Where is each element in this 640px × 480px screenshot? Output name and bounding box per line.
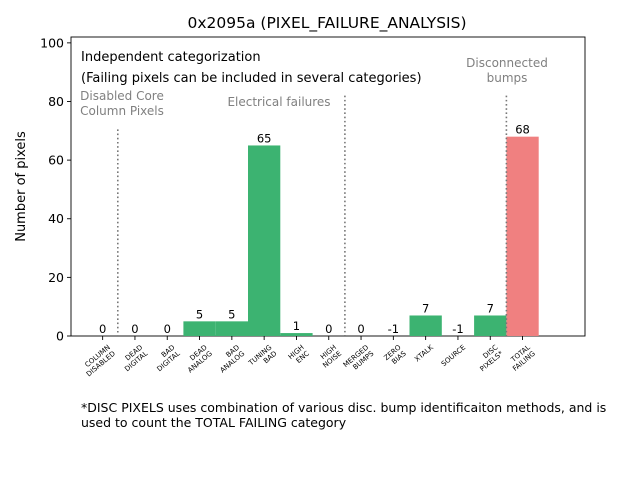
data-label: 65 <box>257 131 272 145</box>
data-label: 1 <box>293 319 300 333</box>
x-tick-label: SOURCE <box>440 343 467 368</box>
data-label: 0 <box>131 322 138 336</box>
bar <box>409 315 442 336</box>
x-tick-label: DEADDIGITAL <box>118 343 149 373</box>
chart-title: 0x2095a (PIXEL_FAILURE_ANALYSIS) <box>188 14 467 33</box>
x-tick-label: TOTALFAILING <box>506 343 537 373</box>
group-label: Disconnected bumps <box>466 56 548 85</box>
plot-frame <box>70 36 586 337</box>
bar <box>506 136 539 336</box>
bar <box>474 315 507 336</box>
x-tick-label: ZEROBIAS <box>382 343 408 368</box>
bar <box>183 321 216 336</box>
data-label: -1 <box>452 322 463 336</box>
x-tick-label: XTALK <box>413 343 435 363</box>
x-tick-label: MERGEDBUMPS <box>342 343 376 375</box>
data-label: 7 <box>487 301 494 315</box>
group-label: Electrical failures <box>227 95 330 109</box>
y-tick-label: 0 <box>56 329 64 344</box>
x-tick-label: HIGHNOISE <box>316 343 343 369</box>
data-label: 5 <box>228 307 235 321</box>
x-tick-label: COLUMNDISABLED <box>80 343 117 378</box>
y-tick-label: 60 <box>48 153 64 168</box>
data-label: 7 <box>422 301 429 315</box>
y-tick-label: 80 <box>48 94 64 109</box>
x-tick-label: BADDIGITAL <box>150 343 181 373</box>
x-tick-label: BADANALOG <box>213 343 246 374</box>
footnote: *DISC PIXELS uses combination of various… <box>81 400 607 430</box>
bar <box>248 145 281 336</box>
data-label: 5 <box>196 307 203 321</box>
group-label: Disabled Core Column Pixels <box>80 89 164 118</box>
x-tick-label: DISCPIXELS* <box>473 343 505 373</box>
x-tick-label: HIGHENC <box>287 343 311 367</box>
data-label: 0 <box>325 322 332 336</box>
annotation-text: (Failing pixels can be included in sever… <box>81 71 422 86</box>
y-tick-label: 40 <box>48 211 64 226</box>
x-tick-label: TUNINGBAD <box>247 343 279 373</box>
y-tick-label: 100 <box>40 35 64 50</box>
x-tick-label: DEADANALOG <box>181 343 214 374</box>
bar <box>280 333 313 336</box>
bar <box>215 321 248 336</box>
data-label: -1 <box>388 322 399 336</box>
data-label: 0 <box>164 322 171 336</box>
annotation-text: Independent categorization <box>81 50 261 65</box>
data-label: 68 <box>515 123 530 137</box>
y-axis-label: Number of pixels <box>14 131 29 242</box>
data-label: 0 <box>357 322 364 336</box>
y-tick-label: 20 <box>48 270 64 285</box>
data-label: 0 <box>99 322 106 336</box>
